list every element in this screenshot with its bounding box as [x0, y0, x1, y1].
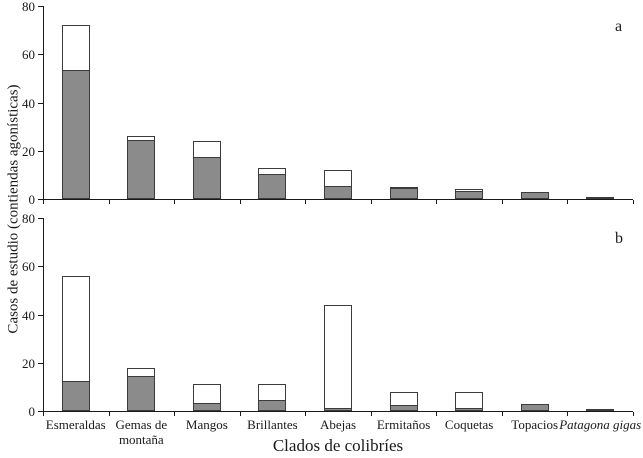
- x-tick: [43, 200, 44, 204]
- bar-b-2: [127, 368, 155, 411]
- y-tick-label: 40: [22, 95, 35, 111]
- x-tick: [436, 412, 438, 416]
- x-tick: [305, 200, 307, 204]
- bar-a-4: [258, 168, 286, 199]
- y-tick-label: 0: [28, 192, 36, 207]
- x-tick: [305, 412, 307, 416]
- bar-gray-segment: [391, 405, 417, 410]
- category-label-9: Patagona gigas: [559, 417, 642, 432]
- y-tick: [38, 6, 43, 7]
- x-tick: [436, 200, 438, 204]
- y-tick-label: 40: [22, 307, 35, 323]
- bar-a-2: [127, 136, 155, 199]
- category-label-4: Brillantes: [247, 417, 298, 432]
- y-tick-label: 60: [22, 47, 35, 63]
- y-tick: [38, 150, 43, 152]
- x-axis-title: Clados de colibríes: [272, 436, 404, 455]
- bar-gray-segment: [325, 186, 351, 198]
- bar-a-8: [521, 192, 549, 199]
- bar-gray-segment: [194, 157, 220, 198]
- bar-b-8: [521, 404, 549, 411]
- y-tick-label: 0: [28, 404, 36, 419]
- x-axis-line: [43, 411, 633, 412]
- x-tick: [174, 200, 176, 204]
- bar-a-1: [62, 25, 90, 199]
- x-tick: [370, 412, 372, 416]
- bar-gray-segment: [128, 140, 154, 198]
- bar-b-1: [62, 276, 90, 411]
- bar-gray-segment: [325, 408, 351, 410]
- x-tick: [174, 412, 176, 416]
- y-tick-label: 20: [22, 355, 35, 371]
- x-tick: [567, 412, 569, 416]
- bar-b-3: [193, 384, 221, 411]
- bar-b-7: [455, 392, 483, 411]
- bar-b-9: [586, 409, 614, 411]
- x-tick: [108, 412, 110, 416]
- x-tick: [567, 200, 569, 204]
- x-tick: [633, 200, 634, 204]
- category-label-5: Abejas: [319, 417, 357, 432]
- bar-gray-segment: [63, 70, 89, 198]
- bar-gray-segment: [522, 193, 548, 198]
- x-tick: [239, 412, 241, 416]
- bar-gray-segment: [456, 408, 482, 410]
- bar-b-6: [390, 392, 418, 411]
- category-label-1: Esmeraldas: [45, 417, 106, 432]
- category-label-6: Ermitaños: [376, 417, 431, 432]
- y-tick: [38, 199, 43, 200]
- bar-gray-segment: [259, 174, 285, 198]
- y-axis-line: [43, 6, 44, 200]
- y-tick: [38, 314, 43, 316]
- bar-gray-segment: [456, 191, 482, 198]
- x-tick: [239, 200, 241, 204]
- bar-a-7: [455, 189, 483, 199]
- y-axis-line: [43, 218, 44, 412]
- bar-gray-segment: [128, 376, 154, 410]
- category-label-8: Topacios: [511, 417, 559, 432]
- bar-a-9: [586, 197, 614, 199]
- bar-gray-segment: [194, 403, 220, 410]
- x-axis-line: [43, 199, 633, 200]
- y-tick-label: 60: [22, 259, 35, 275]
- y-tick-label: 80: [22, 0, 35, 14]
- bar-gray-segment: [391, 188, 417, 198]
- bar-a-6: [390, 187, 418, 199]
- y-tick: [38, 411, 43, 412]
- category-label-2: Gemas de montaña: [115, 417, 168, 447]
- y-tick: [38, 218, 43, 219]
- y-tick: [38, 102, 43, 104]
- bar-b-4: [258, 384, 286, 411]
- bar-a-5: [324, 170, 352, 199]
- bar-gray-segment: [259, 400, 285, 410]
- x-tick: [108, 200, 110, 204]
- x-tick: [43, 412, 44, 416]
- bar-a-3: [193, 141, 221, 199]
- y-tick: [38, 54, 43, 56]
- x-tick: [501, 200, 503, 204]
- y-tick-label: 80: [22, 211, 35, 226]
- bar-b-5: [324, 305, 352, 411]
- panel-letter-b: b: [615, 230, 623, 247]
- category-label-7: Coquetas: [444, 417, 494, 432]
- bar-gray-segment: [522, 405, 548, 410]
- x-tick: [501, 412, 503, 416]
- bar-gray-segment: [63, 381, 89, 410]
- y-tick-label: 20: [22, 143, 35, 159]
- y-axis-title-text: Casos de estudio (contiendas agonísticas…: [5, 84, 22, 334]
- x-tick: [370, 200, 372, 204]
- y-tick: [38, 362, 43, 364]
- category-label-3: Mangos: [185, 417, 228, 432]
- y-tick: [38, 266, 43, 268]
- x-tick: [633, 412, 634, 416]
- panel-letter-a: a: [615, 18, 623, 35]
